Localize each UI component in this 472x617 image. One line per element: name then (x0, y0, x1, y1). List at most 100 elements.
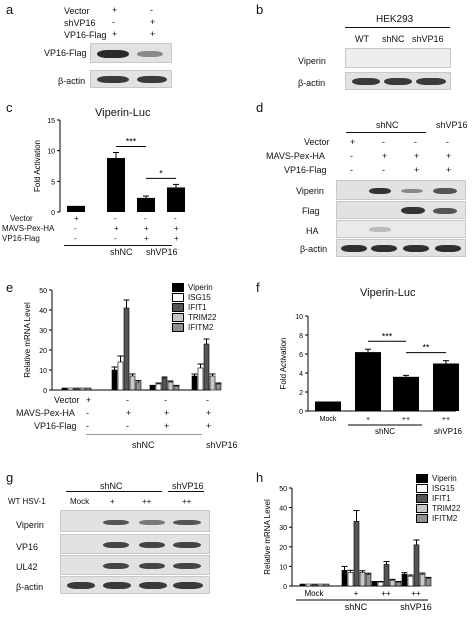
blot-band (435, 245, 461, 252)
bar-isg15 (407, 575, 414, 587)
legend-label: Viperin (432, 473, 457, 483)
blot-label-ul42: UL42 (16, 562, 38, 572)
bar-ifit1 (161, 377, 168, 391)
legend-label: TRIM22 (188, 312, 217, 322)
bar (433, 363, 459, 411)
legend-swatch (172, 312, 184, 322)
lane-label-shvp16: shVP16 (412, 34, 444, 44)
blot-band (384, 78, 412, 85)
y-axis-label: Fold Activation (279, 337, 288, 389)
bar-ifitm2 (135, 381, 142, 391)
group-label-shnc: shNC (110, 247, 133, 257)
sign: + (144, 234, 149, 243)
blot-band (369, 188, 391, 194)
legend-entry: Viperin (416, 473, 460, 483)
blot-band (173, 520, 201, 525)
sign: - (114, 214, 117, 223)
row-label-vector: Vector (64, 6, 90, 16)
sign: - (112, 17, 115, 27)
legend-label: ISG15 (188, 292, 211, 302)
bar (355, 352, 381, 411)
x-tick-label: ++ (442, 416, 450, 423)
blot-band (173, 542, 201, 548)
legend-swatch (172, 302, 184, 312)
sign: + (382, 151, 388, 161)
y-axis-label: Relative mRNA Level (263, 499, 272, 575)
x-tick-label: Mock (320, 416, 337, 423)
legend-swatch (172, 282, 184, 292)
row-label-vector: Vector (54, 395, 80, 405)
blot-band (139, 582, 167, 589)
sign: - (382, 165, 385, 175)
bar (315, 401, 341, 411)
bar-trim22 (389, 579, 396, 587)
sign: - (206, 395, 209, 405)
x-tick-label: + (354, 589, 359, 598)
blot-band (173, 582, 203, 589)
group-label-shnc: shNC (345, 602, 368, 612)
lane-label-mock: Mock (70, 497, 90, 506)
sign: - (86, 408, 89, 418)
legend-swatch (416, 513, 428, 523)
blot-label-viperin: Viperin (16, 520, 44, 530)
group-label-shnc: shNC (375, 427, 395, 436)
bar-viperin (111, 369, 118, 391)
sign: + (112, 5, 118, 15)
sign: + (112, 29, 118, 39)
legend-label: ISG15 (432, 483, 455, 493)
sign: + (414, 165, 420, 175)
x-tick-label: ++ (381, 589, 391, 598)
bar-ifit1 (203, 343, 210, 391)
bar-viperin (341, 570, 348, 587)
legend-entry: Viperin (172, 282, 216, 292)
legend-entry: ISG15 (416, 483, 460, 493)
legend-h: Viperin ISG15 IFIT1 TRIM22 IFITM2 (416, 473, 460, 523)
bar-ifitm2 (365, 573, 372, 587)
western-blot-ha (336, 220, 466, 238)
sign: + (414, 151, 420, 161)
blot-band (97, 50, 129, 58)
group-line-shnc (66, 491, 162, 492)
sign: - (74, 224, 77, 233)
bar-isg15 (347, 571, 354, 587)
bar-ifit1 (353, 521, 360, 587)
blot-band (139, 563, 165, 569)
legend-swatch (172, 322, 184, 332)
sign: - (174, 214, 177, 223)
panel-letter-f: f (256, 280, 260, 295)
sign: - (382, 137, 385, 147)
group-line-shnc (64, 245, 172, 246)
sign: - (350, 165, 353, 175)
y-tick-label: 5 (51, 179, 55, 186)
lane-group-line (345, 27, 450, 28)
y-tick-label: 0 (283, 584, 287, 591)
row-label-mavs: MAVS-Pex-HA (266, 151, 325, 161)
western-blot-beta-actin (60, 576, 210, 594)
legend-swatch (416, 483, 428, 493)
legend-entry: TRIM22 (172, 312, 216, 322)
group-line-shvp16 (168, 491, 204, 492)
legend-label: IFIT1 (432, 493, 451, 503)
blot-band (103, 563, 129, 569)
blot-band (403, 245, 429, 252)
bar-trim22 (209, 375, 216, 391)
sign: + (164, 421, 170, 431)
lane-label-wt: WT (355, 34, 369, 44)
group-label-shnc: shNC (100, 481, 123, 491)
panel-letter-d: d (256, 100, 264, 115)
bar-ifit1 (413, 544, 420, 587)
bar (107, 158, 125, 212)
y-tick-label: 20 (279, 545, 287, 552)
y-tick-label: 50 (279, 486, 287, 493)
legend-entry: IFITM2 (172, 322, 216, 332)
y-tick-label: 50 (39, 288, 47, 295)
blot-band (369, 227, 391, 232)
row-label-mavs: MAVS-Pex-HA (2, 224, 55, 233)
bar (167, 187, 185, 212)
legend-label: IFITM2 (432, 513, 458, 523)
legend-swatch (416, 473, 428, 483)
cell-line-label: HEK293 (376, 14, 414, 25)
blot-band (401, 207, 425, 214)
